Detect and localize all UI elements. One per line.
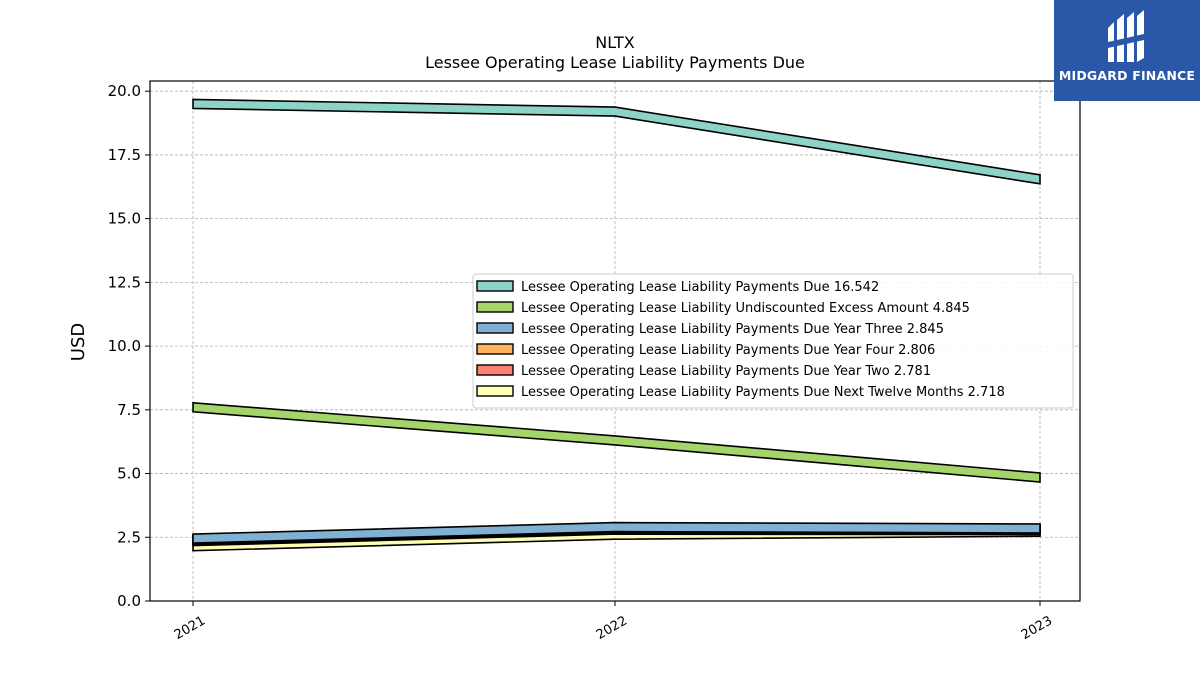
legend-swatch: [476, 343, 514, 355]
series-band: [192, 98, 1041, 185]
y-tick-label: 12.5: [108, 273, 141, 291]
y-tick-label: 20.0: [108, 82, 141, 100]
legend-swatch: [476, 322, 514, 334]
y-tick-label: 5.0: [117, 465, 141, 483]
series-band: [192, 401, 1041, 483]
legend-swatch: [476, 364, 514, 376]
legend-entry: Lessee Operating Lease Liability Undisco…: [521, 301, 970, 316]
legend-swatch: [476, 385, 514, 397]
y-tick-label: 0.0: [117, 592, 141, 610]
logo-text: MIDGARD FINANCE: [1058, 68, 1196, 83]
x-tick-label: 2022: [594, 613, 630, 643]
y-tick-label: 15.0: [108, 210, 141, 228]
x-tick-label: 2021: [172, 613, 208, 643]
y-tick-label: 2.5: [117, 528, 141, 546]
legend: Lessee Operating Lease Liability Payment…: [472, 273, 1074, 409]
y-axis: 0.0 2.5 5.0 7.5 10.0 12.5 15.0 17.5 20.0: [108, 82, 150, 610]
series-layer: [192, 98, 1041, 552]
y-tick-label: 17.5: [108, 146, 141, 164]
x-tick-label: 2023: [1019, 613, 1055, 643]
chart-subtitle: Lessee Operating Lease Liability Payment…: [425, 53, 805, 72]
y-tick-label: 10.0: [108, 337, 141, 355]
legend-entry: Lessee Operating Lease Liability Payment…: [521, 385, 1005, 400]
x-axis: 2021 2022 2023: [172, 601, 1055, 643]
legend-swatch: [476, 280, 514, 292]
y-tick-label: 7.5: [117, 401, 141, 419]
legend-swatch: [476, 301, 514, 313]
series-band: [192, 521, 1041, 544]
legend-entry: Lessee Operating Lease Liability Payment…: [521, 322, 944, 337]
legend-entry: Lessee Operating Lease Liability Payment…: [521, 364, 931, 379]
y-axis-label: USD: [68, 323, 89, 361]
midgard-finance-logo: MIDGARD FINANCE: [1054, 0, 1200, 101]
legend-entry: Lessee Operating Lease Liability Payment…: [521, 280, 879, 295]
legend-frame: [472, 273, 1074, 409]
midgard-logo-icon: [1108, 10, 1144, 62]
legend-entry: Lessee Operating Lease Liability Payment…: [521, 343, 935, 358]
chart-title: NLTX: [595, 33, 634, 52]
